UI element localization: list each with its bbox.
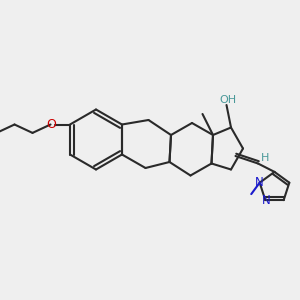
Text: N: N [262,194,270,207]
Text: N: N [255,176,263,189]
Text: O: O [46,118,56,131]
Text: OH: OH [219,94,237,105]
Text: H: H [261,153,270,163]
